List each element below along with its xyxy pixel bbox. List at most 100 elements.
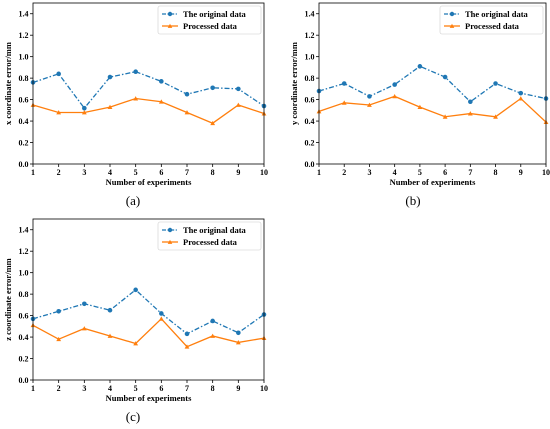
legend-marker-original bbox=[167, 227, 173, 233]
data-point-processed bbox=[107, 333, 113, 338]
y-axis-label: z coordinate error/mm bbox=[3, 258, 13, 340]
x-axis-label: Number of experiments bbox=[106, 393, 192, 403]
y-tick-label: 1.0 bbox=[305, 52, 315, 61]
data-point-processed bbox=[210, 120, 216, 126]
data-point-original bbox=[56, 71, 61, 77]
data-point-processed bbox=[158, 316, 164, 321]
data-point-original bbox=[442, 74, 448, 80]
data-point-processed bbox=[235, 102, 241, 107]
legend-box bbox=[157, 5, 262, 35]
x-tick-label: 9 bbox=[236, 168, 240, 177]
legend-box bbox=[157, 221, 262, 251]
x-tick-label: 1 bbox=[317, 168, 321, 177]
legend-label: Processed data bbox=[465, 21, 520, 31]
y-tick-label: 0.2 bbox=[19, 138, 29, 147]
x-tick-label: 10 bbox=[542, 168, 550, 177]
legend-box bbox=[439, 5, 544, 35]
x-tick-label: 9 bbox=[236, 384, 240, 393]
y-tick-label: 1.4 bbox=[19, 10, 29, 19]
x-tick-label: 5 bbox=[418, 168, 422, 177]
data-point-original bbox=[107, 74, 113, 80]
panel-caption: (c) bbox=[126, 409, 140, 424]
data-point-processed bbox=[107, 104, 113, 110]
data-point-processed bbox=[56, 110, 62, 115]
data-point-original bbox=[392, 82, 397, 87]
data-point-original bbox=[133, 69, 138, 74]
x-tick-label: 4 bbox=[393, 168, 397, 177]
plot-frame bbox=[32, 218, 265, 381]
data-point-original bbox=[493, 81, 498, 86]
data-point-original bbox=[82, 105, 87, 111]
data-point-processed bbox=[56, 336, 62, 342]
y-tick-label: 0.4 bbox=[19, 117, 29, 126]
legend-marker-original bbox=[449, 11, 455, 17]
series-line-processed bbox=[318, 95, 547, 123]
data-point-processed bbox=[133, 341, 139, 346]
x-tick-label: 3 bbox=[82, 384, 86, 393]
x-tick-label: 7 bbox=[185, 168, 189, 177]
x-tick-label: 3 bbox=[367, 168, 371, 177]
x-tick-label: 1 bbox=[31, 384, 35, 393]
x-tick-label: 10 bbox=[260, 168, 268, 177]
y-tick-label: 1.4 bbox=[305, 10, 315, 19]
data-point-original bbox=[417, 64, 423, 69]
y-tick-label: 0.4 bbox=[19, 333, 29, 342]
y-tick-label: 0.2 bbox=[19, 354, 29, 363]
y-tick-label: 1.2 bbox=[19, 31, 29, 40]
data-point-original bbox=[159, 79, 164, 84]
x-tick-label: 8 bbox=[211, 168, 215, 177]
data-point-original bbox=[82, 301, 87, 307]
data-point-processed bbox=[81, 110, 87, 115]
y-tick-label: 0.4 bbox=[305, 117, 315, 126]
data-point-processed bbox=[467, 111, 473, 116]
data-point-processed bbox=[518, 96, 524, 101]
legend-label: The original data bbox=[183, 9, 247, 19]
x-tick-label: 2 bbox=[57, 168, 61, 177]
x-tick-label: 6 bbox=[159, 384, 163, 393]
data-point-original bbox=[236, 330, 241, 336]
data-point-original bbox=[468, 99, 473, 105]
x-axis-label: Number of experiments bbox=[106, 177, 192, 187]
y-axis-label: y coordinate error/mm bbox=[289, 42, 299, 125]
plot-frame bbox=[318, 2, 547, 165]
data-point-original bbox=[210, 85, 215, 91]
data-point-processed bbox=[133, 96, 139, 101]
x-tick-label: 7 bbox=[468, 168, 472, 177]
data-point-original bbox=[184, 91, 190, 97]
series-line-original bbox=[32, 71, 265, 110]
data-point-processed bbox=[493, 114, 498, 119]
x-tick-label: 8 bbox=[494, 168, 498, 177]
legend-marker-processed bbox=[449, 23, 455, 28]
series-line-processed bbox=[32, 97, 265, 124]
data-point-original bbox=[210, 318, 215, 324]
x-tick-label: 10 bbox=[260, 384, 268, 393]
data-point-original bbox=[107, 307, 113, 313]
data-point-original bbox=[236, 86, 241, 92]
x-axis-label: Number of experiments bbox=[390, 177, 476, 187]
data-point-processed bbox=[341, 100, 347, 105]
legend-label: The original data bbox=[183, 225, 247, 235]
y-tick-label: 0.8 bbox=[19, 290, 29, 299]
series-line-original bbox=[318, 65, 547, 103]
x-tick-label: 5 bbox=[134, 384, 138, 393]
legend-marker-processed bbox=[167, 23, 173, 28]
x-tick-label: 6 bbox=[443, 168, 447, 177]
y-tick-label: 0.6 bbox=[19, 311, 29, 320]
chart-panel-3: 0.0 0.2 0.4 0.6 0.8 1.0 1.2 1.4 1 2 3 4 5 6 7 8 9 10 Numbe… bbox=[3, 218, 268, 424]
y-tick-label: 1.0 bbox=[19, 52, 29, 61]
legend-label: Processed data bbox=[183, 237, 238, 247]
x-tick-label: 9 bbox=[519, 168, 523, 177]
data-point-original bbox=[133, 287, 138, 293]
data-point-original bbox=[56, 309, 61, 314]
legend-marker-processed bbox=[167, 239, 173, 244]
y-tick-label: 0.6 bbox=[19, 95, 29, 104]
y-tick-label: 0.0 bbox=[305, 160, 315, 169]
data-point-processed bbox=[184, 110, 190, 115]
data-point-processed bbox=[81, 326, 87, 331]
chart-panel-1: 0.0 0.2 0.4 0.6 0.8 1.0 1.2 1.4 1 2 3 4 5 6 7 8 9 10 Numbe… bbox=[3, 2, 268, 208]
y-tick-label: 1.2 bbox=[305, 31, 315, 40]
y-tick-label: 0.0 bbox=[19, 376, 29, 385]
x-tick-label: 3 bbox=[82, 168, 86, 177]
legend-marker-original bbox=[167, 11, 173, 17]
data-point-processed bbox=[184, 344, 190, 349]
